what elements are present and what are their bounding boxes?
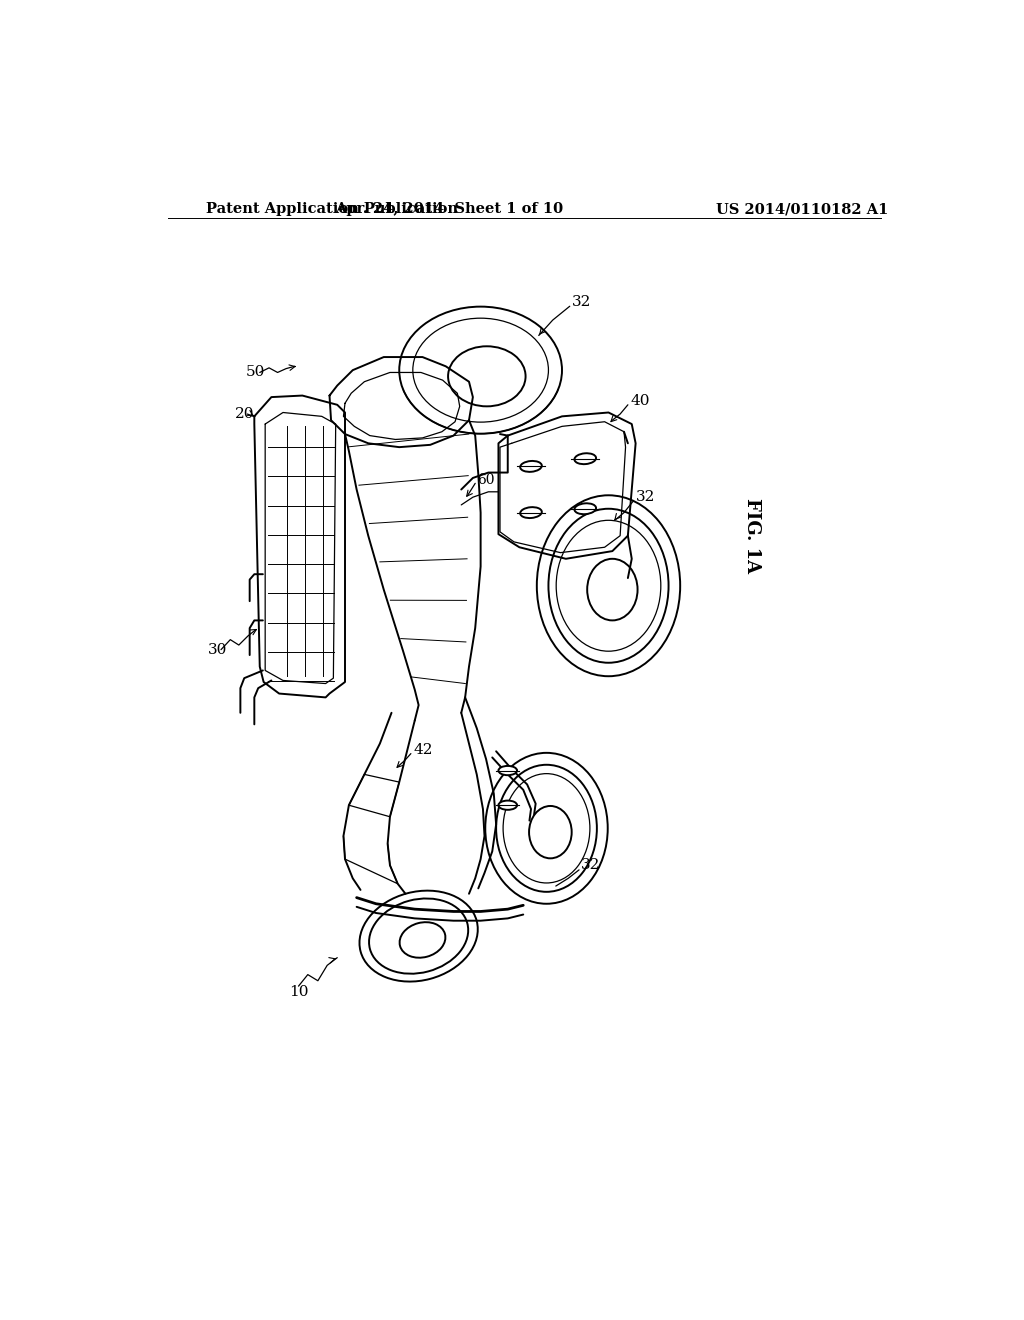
Text: 60: 60 [477, 474, 495, 487]
Text: 50: 50 [246, 366, 265, 379]
Text: 40: 40 [630, 393, 649, 408]
Text: 30: 30 [208, 643, 227, 656]
Text: Apr. 24, 2014  Sheet 1 of 10: Apr. 24, 2014 Sheet 1 of 10 [336, 202, 563, 216]
Text: 20: 20 [234, 407, 254, 421]
Text: 32: 32 [582, 858, 601, 873]
Ellipse shape [574, 453, 596, 465]
Ellipse shape [499, 800, 517, 810]
Text: 10: 10 [289, 985, 308, 998]
Ellipse shape [574, 503, 596, 515]
Text: Patent Application Publication: Patent Application Publication [206, 202, 458, 216]
Text: 42: 42 [414, 743, 433, 756]
Ellipse shape [499, 766, 517, 775]
Text: 32: 32 [636, 490, 655, 504]
Text: US 2014/0110182 A1: US 2014/0110182 A1 [716, 202, 889, 216]
Ellipse shape [520, 507, 542, 517]
Text: 32: 32 [572, 294, 592, 309]
Text: FIG. 1A: FIG. 1A [742, 498, 761, 573]
Ellipse shape [520, 461, 542, 471]
